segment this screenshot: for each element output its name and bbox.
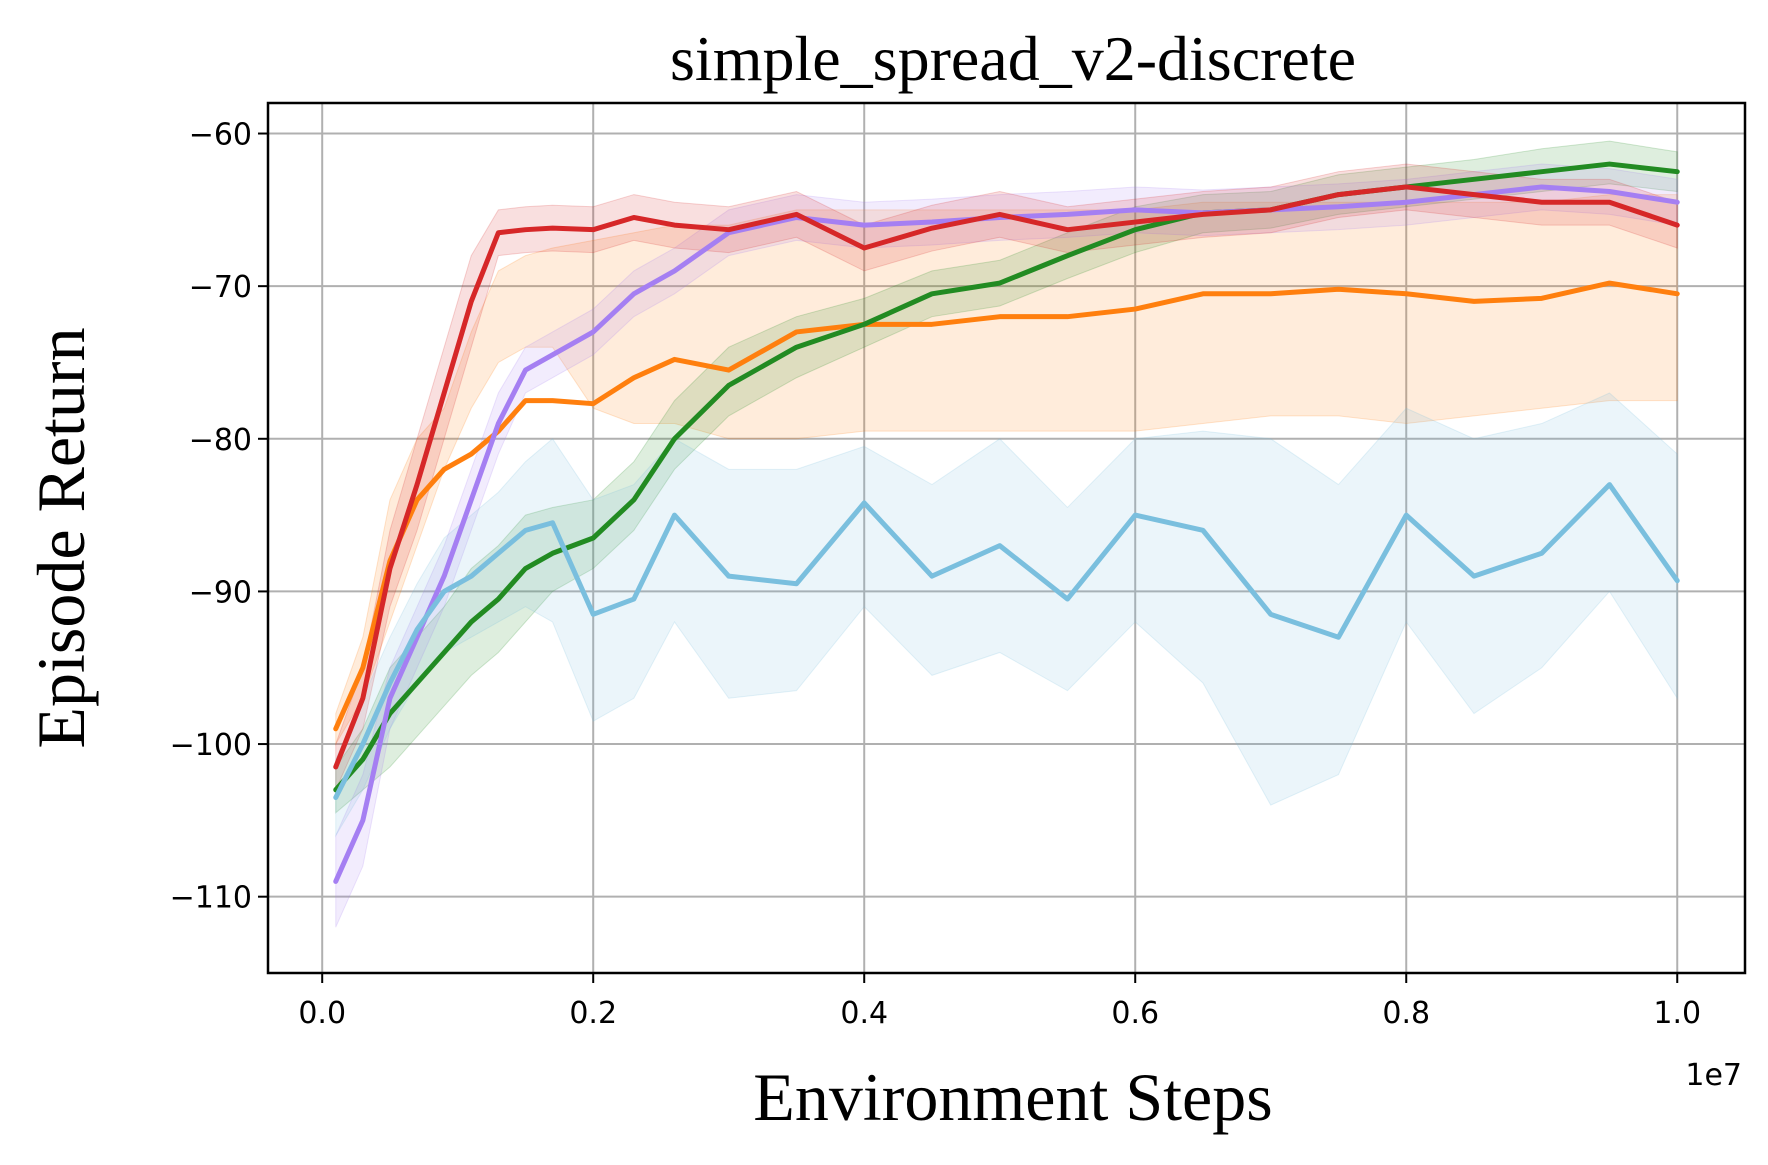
band-green: [335, 140, 1678, 814]
y-tick-label: −110: [170, 881, 252, 916]
plot-frame: [266, 101, 1747, 975]
y-tick-label: −100: [170, 728, 252, 763]
line-orange: [333, 280, 1680, 732]
y-tick-label: −80: [189, 423, 252, 458]
x-axis-ticks: 0.0 0.2 0.4 0.6 0.8 1.0: [298, 973, 1701, 1031]
y-tick-label: −70: [189, 270, 252, 305]
y-axis-ticks: −60 −70 −80 −90 −100 −110: [170, 118, 268, 916]
y-tick-label: −60: [189, 118, 252, 153]
y-axis-title: Episode Return: [23, 327, 99, 748]
band-light-blue: [335, 392, 1678, 838]
y-tick-label: −90: [189, 575, 252, 610]
x-tick-label: 0.6: [1111, 996, 1159, 1031]
x-tick-label: 0.0: [298, 996, 346, 1031]
band-red: [335, 163, 1678, 791]
line-light-blue: [333, 482, 1680, 800]
chart-title: simple_spread_v2-discrete: [670, 23, 1356, 94]
x-axis-offset-label: 1e7: [1685, 1058, 1742, 1093]
x-tick-label: 0.8: [1382, 996, 1430, 1031]
band-orange: [335, 194, 1678, 746]
x-tick-label: 0.4: [840, 996, 888, 1031]
line-red: [333, 184, 1680, 770]
x-tick-label: 0.2: [569, 996, 617, 1031]
x-tick-label: 1.0: [1653, 996, 1701, 1031]
x-axis-title: Environment Steps: [753, 1059, 1272, 1135]
line-purple: [333, 184, 1680, 884]
series-lines: [333, 161, 1680, 884]
confidence-bands: [335, 140, 1678, 928]
